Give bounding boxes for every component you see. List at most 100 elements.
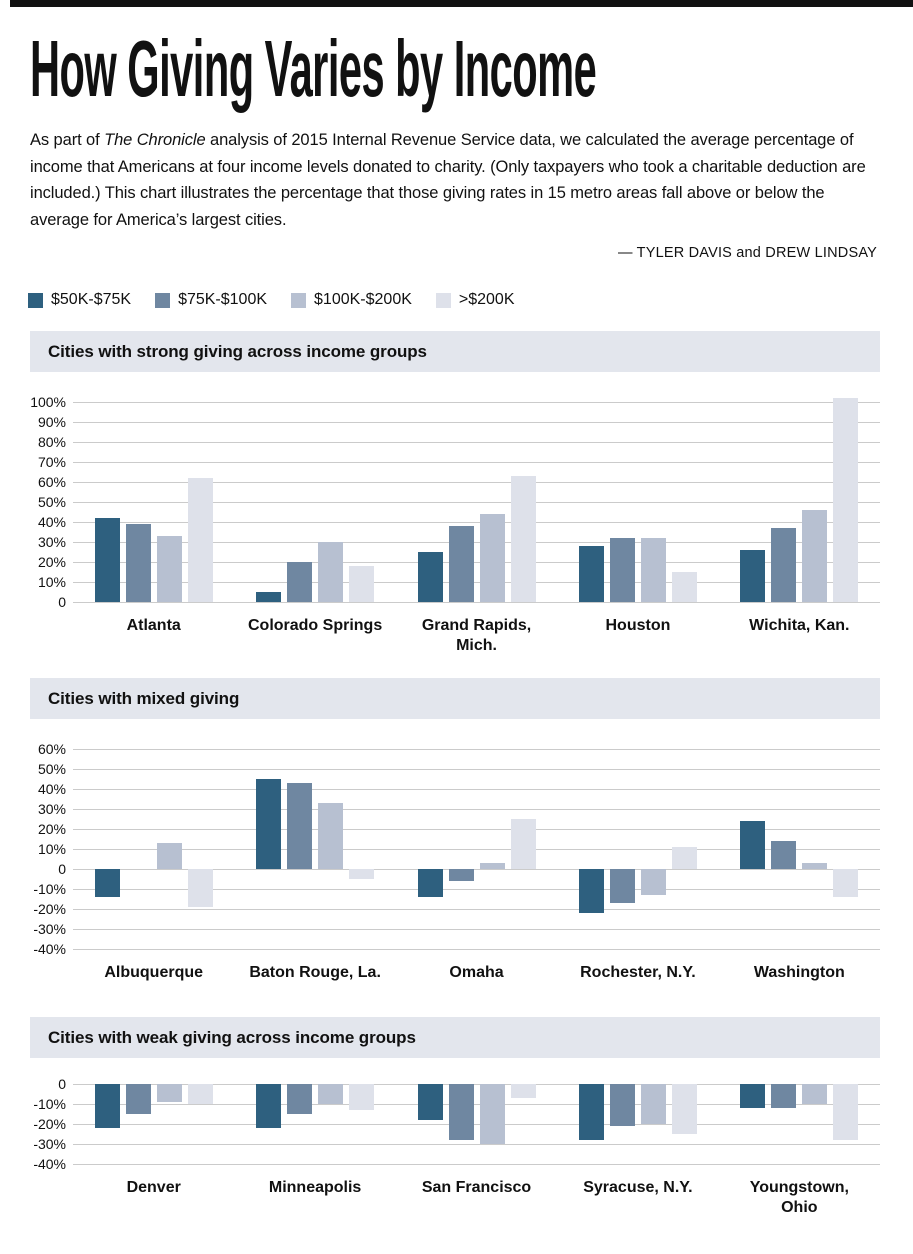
intro-paragraph: As part of The Chronicle analysis of 201… [30, 127, 879, 233]
bar [671, 1084, 697, 1134]
y-axis-tick-label: 30% [37, 534, 66, 550]
gridline [73, 582, 880, 583]
x-axis-label: Minneapolis [268, 1179, 362, 1196]
gridline [73, 809, 880, 810]
bar [578, 1084, 604, 1140]
legend-item: $50K-$75K [28, 291, 131, 309]
y-axis: 0 -10% -20% -30% -40% [28, 1076, 73, 1172]
gridline [73, 849, 880, 850]
x-axis-label: Houston [605, 617, 671, 634]
bar-group [557, 1084, 718, 1164]
section-header: Cities with weak giving across income gr… [30, 1017, 880, 1058]
x-axis-label: Syracuse, N.Y. [583, 1179, 693, 1196]
plot-area [73, 749, 880, 950]
gridline [73, 422, 880, 423]
y-axis-tick-label: -20% [33, 1116, 66, 1132]
chart: 60% 50% 40% 30% 20% 10% 0 -10% -20% -30% -40% [28, 741, 880, 957]
legend-label: $75K-$100K [178, 291, 268, 308]
y-axis-tick-label: 40% [37, 514, 66, 530]
x-axis-labels: Denver Minneapolis San Francisco Syracuse, … [73, 1178, 880, 1218]
bar-group [234, 402, 395, 602]
y-axis-tick-label: 70% [37, 454, 66, 470]
legend-item: $100K-$200K [291, 291, 412, 309]
legend-swatch-icon [291, 292, 307, 308]
bar-group [396, 402, 557, 602]
gridline [73, 1104, 880, 1105]
gridline [73, 1164, 880, 1165]
bar [609, 869, 635, 903]
bar [318, 1084, 344, 1104]
bar-group [73, 1084, 234, 1164]
x-axis-label: Washington [753, 964, 845, 981]
bar [287, 1084, 313, 1114]
bar [256, 1084, 282, 1128]
top-rule [10, 0, 913, 7]
y-axis-tick-label: -40% [33, 941, 66, 957]
bar [479, 1084, 505, 1144]
bar-group [73, 402, 234, 602]
y-axis-tick-label: -10% [33, 881, 66, 897]
chart-section: Cities with strong giving across income … [0, 331, 913, 656]
bar [609, 538, 635, 602]
bar [833, 869, 859, 897]
bar [187, 478, 213, 602]
y-axis-tick-label: 20% [37, 554, 66, 570]
x-axis-label: Wichita, Kan. [749, 617, 850, 634]
page-title-text: How Giving Varies by Income [30, 24, 597, 113]
gridline [73, 789, 880, 790]
intro-text-italic: The Chronicle [104, 131, 206, 149]
bar [609, 1084, 635, 1126]
section-header: Cities with mixed giving [30, 678, 880, 719]
gridline [73, 502, 880, 503]
bar [318, 803, 344, 869]
bar-group [234, 749, 395, 949]
chart-section: Cities with weak giving across income gr… [0, 1017, 913, 1218]
y-axis-tick-label: 0 [58, 594, 66, 610]
bar [671, 572, 697, 602]
y-axis-tick-label: -20% [33, 901, 66, 917]
gridline [73, 462, 880, 463]
bar [417, 1084, 443, 1120]
bar [448, 526, 474, 602]
bar [417, 552, 443, 602]
legend: $50K-$75K $75K-$100K $100K-$200K >$200K [28, 291, 880, 309]
gridline [73, 402, 880, 403]
bar-group [557, 749, 718, 949]
bar [479, 863, 505, 869]
bar [287, 783, 313, 869]
gridline [73, 482, 880, 483]
gridline [73, 749, 880, 750]
bar [479, 514, 505, 602]
x-axis-label: Rochester, N.Y. [580, 964, 696, 981]
bar [125, 524, 151, 602]
intro-text-prefix: As part of [30, 131, 105, 149]
bar [349, 869, 375, 879]
y-axis-tick-label: 20% [37, 821, 66, 837]
y-axis-tick-label: 10% [37, 574, 66, 590]
x-axis-label: Albuquerque [104, 964, 204, 981]
chart-section: Cities with mixed giving 60% 50% 40% 30% 20% 1… [0, 678, 913, 983]
bar [94, 869, 120, 897]
bar-group [396, 749, 557, 949]
intro-text-suffix: analysis of 2015 Internal Revenue Servic… [30, 131, 866, 229]
bar [448, 1084, 474, 1140]
bar [802, 510, 828, 602]
y-axis-tick-label: 50% [37, 761, 66, 777]
bar-group [396, 1084, 557, 1164]
x-axis-label: Colorado Springs [247, 617, 383, 634]
bar [94, 1084, 120, 1128]
bar [349, 566, 375, 602]
bar [156, 843, 182, 869]
legend-swatch-icon [435, 292, 451, 308]
section-header: Cities with strong giving across income … [30, 331, 880, 372]
bar-groups [73, 398, 880, 602]
bar [802, 863, 828, 869]
bar-group [719, 749, 880, 949]
legend-swatch-icon [28, 292, 43, 308]
bar [740, 821, 766, 869]
gridline [73, 442, 880, 443]
y-axis-tick-label: -40% [33, 1156, 66, 1172]
bottom-padding [0, 1218, 913, 1254]
bar-group [234, 1084, 395, 1164]
gridline [73, 929, 880, 930]
